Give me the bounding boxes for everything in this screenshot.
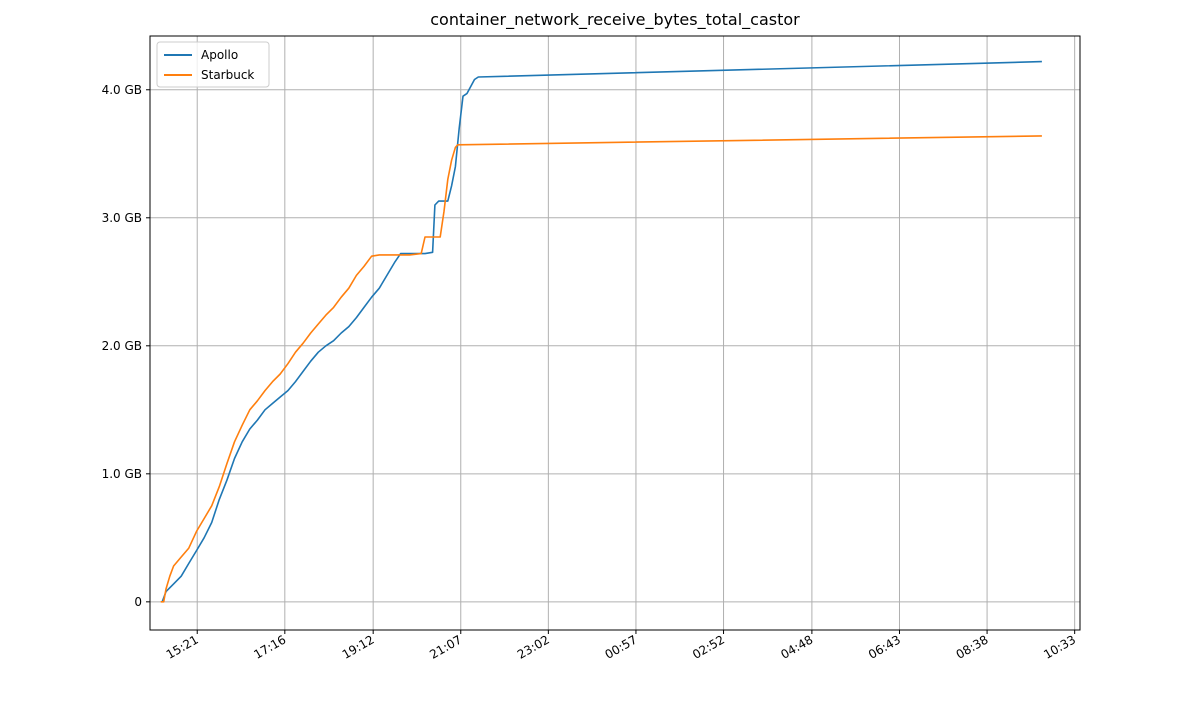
- y-tick-label: 0: [134, 595, 142, 609]
- axis-layer: 15:21 17:16 19:12 21:07 23:02 00:57 02:52 04:48…: [102, 83, 1079, 662]
- legend-label-starbuck: Starbuck: [201, 68, 254, 82]
- chart-title: container_network_receive_bytes_total_ca…: [430, 10, 800, 29]
- legend: Apollo Starbuck: [156, 41, 270, 88]
- series-layer: [160, 60, 1042, 603]
- series-line-apollo: [161, 60, 1042, 603]
- x-tick-label: 15:21: [164, 632, 201, 661]
- y-tick-label: 2.0 GB: [102, 339, 142, 353]
- grid-layer: [150, 36, 1080, 630]
- x-tick-label: 02:52: [690, 632, 727, 661]
- x-tick-label: 04:48: [778, 632, 815, 661]
- plot-frame: [149, 35, 1081, 631]
- x-tick-label: 00:57: [602, 632, 639, 661]
- y-tick-label: 4.0 GB: [102, 83, 142, 97]
- y-tick-label: 3.0 GB: [102, 211, 142, 225]
- x-tick-label: 23:02: [515, 632, 552, 661]
- x-tick-label: 08:38: [954, 632, 991, 661]
- x-tick-label: 06:43: [866, 632, 903, 661]
- x-tick-label: 21:07: [427, 632, 464, 661]
- x-tick-label: 17:16: [251, 632, 288, 661]
- legend-label-apollo: Apollo: [201, 48, 238, 62]
- y-tick-label: 1.0 GB: [102, 467, 142, 481]
- series-line-starbuck: [160, 135, 1042, 603]
- x-tick-label: 10:33: [1041, 632, 1078, 661]
- x-tick-label: 19:12: [340, 632, 377, 661]
